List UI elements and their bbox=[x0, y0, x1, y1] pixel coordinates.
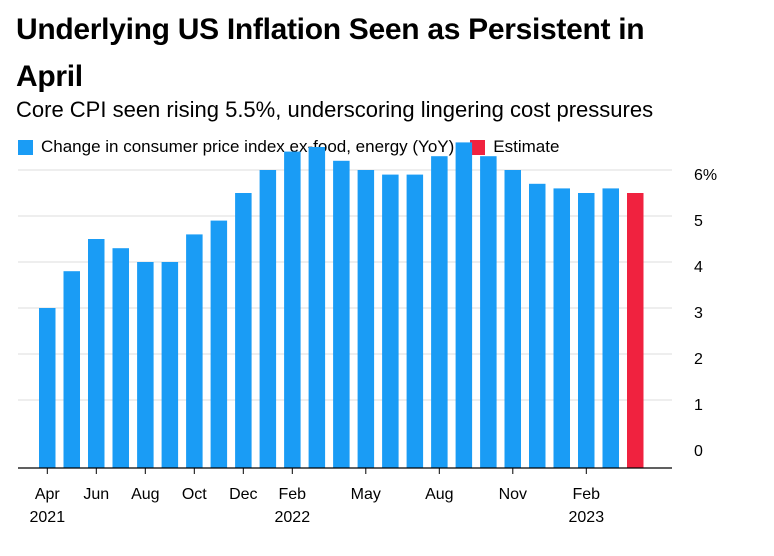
x-tick-label: Oct bbox=[182, 486, 207, 503]
bar bbox=[504, 170, 521, 468]
bar bbox=[602, 188, 619, 468]
bar bbox=[63, 271, 80, 468]
x-tick-label: May bbox=[351, 486, 381, 503]
bar bbox=[88, 239, 105, 468]
x-tick-label: Feb bbox=[279, 486, 307, 503]
x-tick-label: Jun bbox=[83, 486, 109, 503]
bar bbox=[259, 170, 277, 468]
legend-item-estimate: Estimate bbox=[470, 137, 559, 157]
x-tick-year-label: 2021 bbox=[30, 509, 66, 526]
bar bbox=[480, 156, 497, 468]
legend-swatch-actual bbox=[18, 139, 33, 155]
bar bbox=[161, 262, 179, 468]
bar bbox=[186, 234, 203, 468]
y-tick-label: 1 bbox=[694, 397, 703, 414]
y-tick-label: 0 bbox=[694, 443, 703, 460]
bar bbox=[357, 170, 375, 468]
bar bbox=[308, 147, 326, 468]
bar bbox=[333, 160, 350, 469]
bar bbox=[406, 174, 424, 468]
legend-label-actual: Change in consumer price index ex-food, … bbox=[41, 137, 455, 156]
chart-subtitle: Core CPI seen rising 5.5%, underscoring … bbox=[16, 97, 654, 122]
bar bbox=[39, 308, 56, 468]
y-tick-label: 6% bbox=[694, 167, 717, 184]
bar bbox=[431, 156, 448, 468]
chart-legend: Change in consumer price index ex-food, … bbox=[18, 137, 575, 157]
bar bbox=[210, 220, 228, 468]
bar bbox=[235, 193, 252, 468]
y-tick-label: 3 bbox=[694, 305, 703, 322]
bar bbox=[553, 188, 570, 468]
x-tick-label: Apr bbox=[35, 486, 61, 503]
bar bbox=[112, 248, 129, 468]
legend-swatch-estimate bbox=[470, 139, 486, 155]
bar bbox=[529, 183, 546, 469]
bar bbox=[455, 142, 473, 468]
x-tick-label: Aug bbox=[131, 486, 159, 503]
x-tick-label: Feb bbox=[573, 486, 601, 503]
x-tick-label: Nov bbox=[499, 486, 527, 503]
bar bbox=[578, 193, 595, 468]
legend-label-estimate: Estimate bbox=[493, 137, 560, 156]
x-tick-label: Dec bbox=[229, 486, 257, 503]
x-tick-label: Aug bbox=[425, 486, 453, 503]
x-tick-year-label: 2023 bbox=[569, 509, 605, 526]
y-tick-label: 5 bbox=[694, 213, 703, 230]
y-tick-label: 2 bbox=[694, 351, 703, 368]
x-tick-year-label: 2022 bbox=[275, 509, 311, 526]
bar bbox=[382, 174, 399, 468]
y-tick-label: 4 bbox=[694, 259, 703, 276]
legend-item-actual: Change in consumer price index ex-food, … bbox=[18, 137, 454, 157]
estimate-bar bbox=[627, 193, 644, 468]
bar bbox=[284, 151, 301, 468]
bar bbox=[137, 262, 154, 468]
chart-title: Underlying US Inflation Seen as Persiste… bbox=[16, 13, 645, 93]
